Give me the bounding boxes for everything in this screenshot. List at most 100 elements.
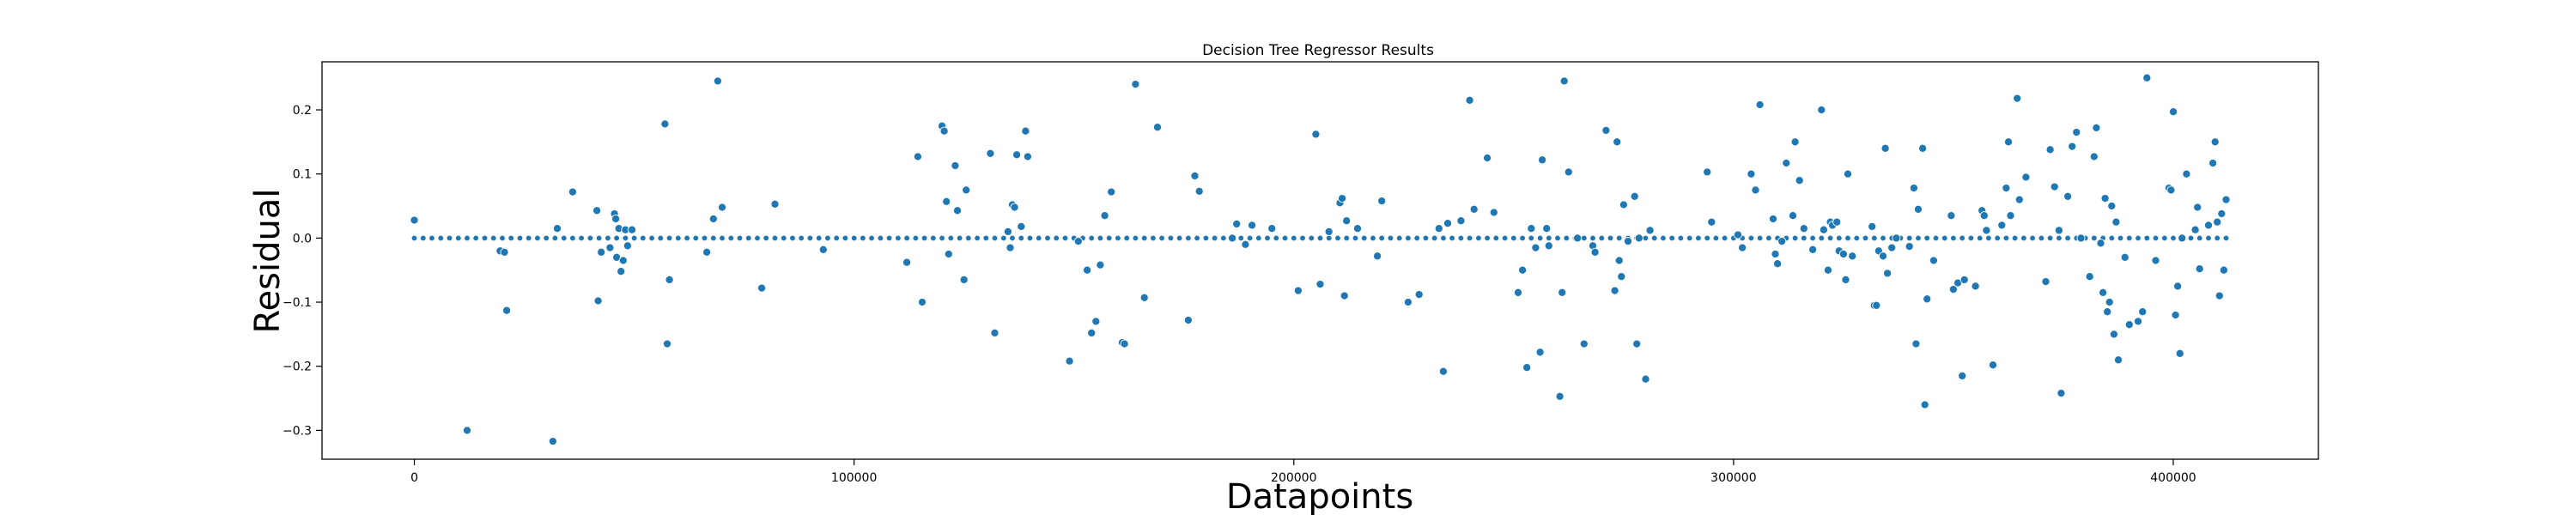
data-point xyxy=(1613,137,1622,147)
data-point xyxy=(419,234,427,242)
y-tick-label: 0.1 xyxy=(293,168,312,182)
data-point xyxy=(1202,234,1210,242)
data-point xyxy=(1510,234,1517,242)
data-point xyxy=(568,187,577,197)
data-point xyxy=(920,234,928,242)
data-point xyxy=(1009,234,1016,242)
data-point xyxy=(1695,234,1702,242)
data-point xyxy=(2117,234,2124,242)
x-tick-label: 200000 xyxy=(1271,471,1316,485)
data-point xyxy=(2205,234,2212,242)
data-point xyxy=(850,234,858,242)
data-points xyxy=(410,73,2231,446)
data-point xyxy=(1642,234,1649,242)
data-point xyxy=(736,234,744,242)
data-point xyxy=(2214,234,2221,242)
data-point xyxy=(1395,234,1403,242)
y-tick-label: −0.1 xyxy=(283,296,312,310)
data-point xyxy=(1273,234,1280,242)
data-point xyxy=(1475,234,1482,242)
data-point xyxy=(516,234,524,242)
data-point xyxy=(1826,234,1834,242)
data-point xyxy=(464,234,471,242)
data-point xyxy=(1985,234,1992,242)
data-point xyxy=(437,234,445,242)
data-point xyxy=(1096,260,1105,270)
data-point xyxy=(1590,247,1600,257)
data-point xyxy=(2057,389,2066,398)
data-point xyxy=(1887,243,1897,252)
data-point xyxy=(1194,234,1200,242)
data-point xyxy=(1958,371,1967,380)
data-point xyxy=(1434,224,1443,233)
data-point xyxy=(1255,234,1262,242)
data-point xyxy=(1264,234,1271,242)
data-point xyxy=(942,197,951,206)
data-point xyxy=(428,234,435,242)
y-axis-ticks: −0.3 −0.2 −0.1 0.0 0.1 0.2 xyxy=(283,104,322,438)
data-point xyxy=(1589,234,1596,242)
data-point xyxy=(1315,280,1325,289)
data-point xyxy=(962,185,971,195)
data-point xyxy=(1105,234,1113,242)
data-point xyxy=(1747,169,1756,179)
data-point xyxy=(1707,217,1716,227)
data-point xyxy=(833,234,841,242)
data-point xyxy=(877,234,884,242)
data-point xyxy=(605,234,611,242)
data-point xyxy=(1559,76,1569,86)
data-point xyxy=(1545,234,1552,242)
data-point xyxy=(1185,234,1192,242)
data-point xyxy=(939,234,945,242)
data-point xyxy=(1979,211,1989,221)
data-point xyxy=(2196,234,2203,242)
data-point xyxy=(868,234,875,242)
data-point xyxy=(1501,234,1509,242)
data-point xyxy=(2151,256,2160,265)
data-point xyxy=(1100,211,1109,221)
data-point xyxy=(622,234,629,242)
data-point xyxy=(1751,185,1760,195)
data-point xyxy=(1615,234,1623,242)
y-tick-label: −0.2 xyxy=(283,360,312,374)
data-point xyxy=(2135,234,2142,242)
data-point xyxy=(1352,234,1359,242)
data-point xyxy=(1219,234,1227,242)
data-point xyxy=(1237,234,1245,242)
data-point xyxy=(410,234,418,242)
data-point xyxy=(525,234,532,242)
x-tick-label: 0 xyxy=(410,471,418,485)
x-tick-label: 300000 xyxy=(1710,471,1756,485)
data-point xyxy=(662,339,672,348)
data-point xyxy=(1677,234,1685,242)
data-point xyxy=(762,234,770,242)
data-point xyxy=(489,234,497,242)
data-point xyxy=(1026,234,1034,242)
data-point xyxy=(548,437,557,446)
data-point xyxy=(2125,234,2133,242)
data-point xyxy=(648,234,655,242)
data-point xyxy=(1905,234,1913,242)
data-point xyxy=(1947,211,1956,221)
data-point xyxy=(1073,237,1083,246)
data-point xyxy=(1431,234,1438,242)
data-point xyxy=(2050,182,2059,191)
data-point xyxy=(1843,169,1853,179)
data-point xyxy=(1281,234,1289,242)
data-point xyxy=(551,234,559,242)
data-point xyxy=(2111,217,2121,227)
data-point xyxy=(806,234,814,242)
data-point xyxy=(1950,234,1957,242)
data-point xyxy=(991,234,999,242)
data-point xyxy=(717,203,727,212)
data-point xyxy=(1325,234,1333,242)
data-point xyxy=(2108,234,2116,242)
data-point xyxy=(1795,176,1804,185)
data-point xyxy=(2002,234,2010,242)
data-point xyxy=(1641,374,1650,384)
data-point xyxy=(1598,234,1606,242)
data-point xyxy=(1023,152,1032,161)
x-tick-label: 400000 xyxy=(2150,471,2196,485)
data-point xyxy=(1630,191,1639,201)
data-point xyxy=(2142,73,2152,82)
